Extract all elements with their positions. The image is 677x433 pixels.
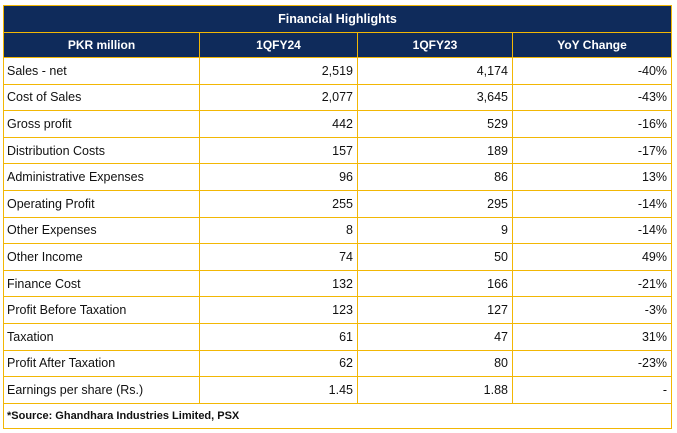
cell-1qfy24: 62 bbox=[199, 349, 358, 378]
cell-1qfy24: 1.45 bbox=[199, 376, 358, 404]
table-row: Other Income 74 50 49% bbox=[3, 243, 673, 271]
cell-yoy-change: -23% bbox=[511, 349, 673, 378]
cell-1qfy24: 255 bbox=[199, 189, 358, 218]
cell-yoy-change: -17% bbox=[511, 136, 673, 165]
source-row: *Source: Ghandhara Industries Limited, P… bbox=[2, 402, 673, 429]
row-label: Distribution Costs bbox=[3, 136, 200, 165]
cell-1qfy24: 123 bbox=[199, 296, 358, 324]
cell-1qfy23: 295 bbox=[357, 189, 513, 218]
cell-yoy-change: - bbox=[511, 376, 673, 404]
cell-1qfy23: 3,645 bbox=[357, 83, 513, 112]
table-row: Operating Profit 255 295 -14% bbox=[3, 189, 673, 218]
table-row: Finance Cost 132 166 -21% bbox=[3, 269, 673, 298]
cell-1qfy24: 8 bbox=[199, 216, 358, 245]
column-header-1qfy23: 1QFY23 bbox=[357, 32, 513, 58]
cell-yoy-change: -16% bbox=[511, 110, 673, 138]
table-row: Cost of Sales 2,077 3,645 -43% bbox=[3, 83, 673, 112]
row-label: Profit After Taxation bbox=[3, 349, 200, 378]
cell-1qfy24: 61 bbox=[199, 322, 358, 351]
column-header-pkr-million: PKR million bbox=[3, 32, 200, 58]
cell-1qfy23: 529 bbox=[357, 110, 513, 138]
cell-yoy-change: -21% bbox=[511, 269, 673, 298]
cell-yoy-change: -40% bbox=[511, 57, 673, 85]
table-body: Sales - net 2,519 4,174 -40% Cost of Sales 2,… bbox=[3, 57, 673, 404]
table-row: Profit After Taxation 62 80 -23% bbox=[3, 349, 673, 378]
row-label: Finance Cost bbox=[3, 269, 200, 298]
row-label: Cost of Sales bbox=[3, 83, 200, 112]
table-row: Other Expenses 8 9 -14% bbox=[3, 216, 673, 245]
cell-yoy-change: -14% bbox=[511, 216, 673, 245]
cell-yoy-change: -43% bbox=[511, 83, 673, 112]
row-label: Taxation bbox=[3, 322, 200, 351]
row-label: Other Income bbox=[3, 243, 200, 271]
row-label: Operating Profit bbox=[3, 189, 200, 218]
cell-1qfy23: 4,174 bbox=[357, 57, 513, 85]
row-label: Sales - net bbox=[3, 57, 200, 85]
cell-yoy-change: 31% bbox=[511, 322, 673, 351]
cell-1qfy23: 189 bbox=[357, 136, 513, 165]
cell-1qfy23: 166 bbox=[357, 269, 513, 298]
cell-1qfy24: 442 bbox=[199, 110, 358, 138]
table-row: Profit Before Taxation 123 127 -3% bbox=[3, 296, 673, 324]
cell-1qfy24: 132 bbox=[199, 269, 358, 298]
cell-1qfy24: 96 bbox=[199, 163, 358, 191]
source-note: *Source: Ghandhara Industries Limited, P… bbox=[2, 402, 673, 429]
table-row: Earnings per share (Rs.) 1.45 1.88- bbox=[3, 376, 673, 404]
row-label: Gross profit bbox=[3, 110, 200, 138]
cell-1qfy23: 86 bbox=[357, 163, 513, 191]
column-header-1qfy24: 1QFY24 bbox=[199, 32, 358, 58]
row-label: Administrative Expenses bbox=[3, 163, 200, 191]
column-header-yoy-change: YoY Change bbox=[511, 32, 673, 58]
cell-1qfy23: 50 bbox=[357, 243, 513, 271]
cell-yoy-change: 49% bbox=[511, 243, 673, 271]
cell-yoy-change: -3% bbox=[511, 296, 673, 324]
cell-1qfy24: 157 bbox=[199, 136, 358, 165]
cell-1qfy23: 127 bbox=[357, 296, 513, 324]
cell-1qfy23: 80 bbox=[357, 349, 513, 378]
table-title: Financial Highlights bbox=[2, 5, 673, 33]
cell-1qfy23: 9 bbox=[357, 216, 513, 245]
cell-yoy-change: 13% bbox=[511, 163, 673, 191]
cell-1qfy24: 74 bbox=[199, 243, 358, 271]
cell-yoy-change: -14% bbox=[511, 189, 673, 218]
cell-1qfy23: 1.88 bbox=[357, 376, 513, 404]
row-label: Earnings per share (Rs.) bbox=[3, 376, 200, 404]
table-row: Distribution Costs 157 189 -17% bbox=[3, 136, 673, 165]
table-title-row: Financial Highlights bbox=[2, 5, 673, 33]
financial-highlights-table: Financial Highlights PKR million 1QFY24 … bbox=[2, 5, 673, 429]
financial-highlights-table-container: Financial Highlights PKR million 1QFY24 … bbox=[2, 5, 673, 429]
row-label: Profit Before Taxation bbox=[3, 296, 200, 324]
table-row: Gross profit 442 529 -16% bbox=[3, 110, 673, 138]
column-header-row: PKR million 1QFY24 1QFY23 YoY Change bbox=[3, 32, 673, 58]
cell-1qfy23: 47 bbox=[357, 322, 513, 351]
table-row: Taxation 61 47 31% bbox=[3, 322, 673, 351]
row-label: Other Expenses bbox=[3, 216, 200, 245]
cell-1qfy24: 2,519 bbox=[199, 57, 358, 85]
cell-1qfy24: 2,077 bbox=[199, 83, 358, 112]
table-row: Administrative Expenses 96 86 13% bbox=[3, 163, 673, 191]
table-row: Sales - net 2,519 4,174 -40% bbox=[3, 57, 673, 85]
